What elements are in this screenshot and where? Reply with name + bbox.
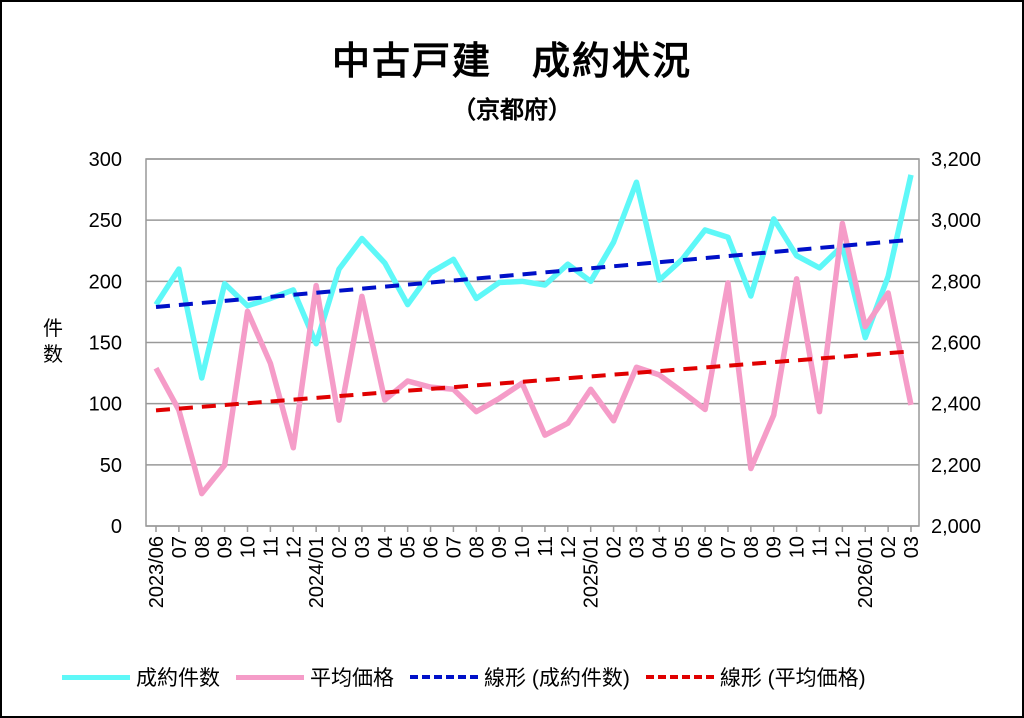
legend-item: 成約件数 [62, 662, 220, 692]
y-tick-label: 200 [89, 271, 122, 293]
chart-subtitle: （京都府） [452, 97, 572, 124]
y2-tick-label: 3,000 [931, 210, 981, 232]
x-tick-label: 12 [832, 536, 854, 558]
legend-swatch [410, 675, 478, 679]
x-tick-label: 07 [169, 536, 191, 558]
x-tick-label: 06 [421, 536, 443, 558]
x-tick-label: 02 [604, 536, 626, 558]
y2-tick-label: 2,800 [931, 271, 981, 293]
legend-item: 線形 (平均価格) [645, 662, 866, 692]
series-line-2 [155, 237, 912, 310]
x-tick-label: 12 [558, 536, 580, 558]
series-line-3 [155, 349, 912, 413]
x-tick-label: 05 [398, 536, 420, 558]
y2-tick-label: 2,600 [931, 333, 981, 355]
legend-item: 平均価格 [236, 662, 394, 692]
x-tick-label: 10 [238, 536, 260, 558]
series-line-1 [153, 220, 914, 497]
y-tick-label: 100 [89, 394, 122, 416]
legend-swatch [236, 674, 304, 680]
legend-label: 線形 (平均価格) [719, 667, 866, 690]
y-tick-label: 150 [89, 333, 122, 355]
y2-tick-label: 2,200 [931, 455, 981, 477]
x-tick-label: 06 [695, 536, 717, 558]
x-tick-label: 03 [901, 536, 923, 558]
legend-label: 成約件数 [136, 667, 220, 690]
x-tick-label: 2023/06 [146, 536, 168, 608]
y2-tick-label: 2,000 [931, 516, 981, 538]
x-tick-label: 07 [718, 536, 740, 558]
x-tick-label: 07 [443, 536, 465, 558]
x-tick-label: 09 [489, 536, 511, 558]
x-tick-label: 10 [787, 536, 809, 558]
x-tick-label: 05 [672, 536, 694, 558]
x-tick-label: 11 [535, 536, 557, 557]
y2-tick-label: 3,200 [931, 149, 981, 171]
y-tick-label: 250 [89, 210, 122, 232]
x-tick-label: 08 [466, 536, 488, 558]
legend-label: 平均価格 [310, 667, 394, 690]
x-tick-label: 03 [352, 536, 374, 558]
x-tick-label: 02 [878, 536, 900, 558]
x-tick-label: 2025/01 [581, 536, 603, 608]
chart-title: 中古戸建 成約状況 [331, 41, 692, 83]
x-tick-label: 11 [260, 536, 282, 557]
x-tick-label: 04 [649, 536, 671, 558]
y-axis-label: 件数 [43, 318, 63, 366]
x-tick-label: 12 [283, 536, 305, 558]
x-tick-label: 09 [764, 536, 786, 558]
x-tick-label: 04 [375, 536, 397, 558]
y2-tick-label: 2,400 [931, 394, 981, 416]
x-tick-label: 08 [741, 536, 763, 558]
x-tick-label: 09 [215, 536, 237, 558]
y-tick-label: 50 [100, 455, 122, 477]
legend-item: 線形 (成約件数) [410, 662, 630, 692]
legend-swatch [62, 674, 130, 680]
y-tick-label: 300 [89, 149, 122, 171]
x-tick-label: 2026/01 [855, 536, 877, 608]
plot-area-border [145, 158, 920, 527]
x-tick-label: 10 [512, 536, 534, 558]
x-tick-label: 2024/01 [306, 536, 328, 608]
x-tick-label: 08 [192, 536, 214, 558]
y-tick-label: 0 [111, 516, 122, 538]
x-tick-label: 03 [626, 536, 648, 558]
legend-swatch [645, 675, 714, 679]
legend-label: 線形 (成約件数) [484, 667, 630, 690]
x-tick-label: 11 [809, 536, 831, 557]
legend: 成約件数 平均価格 線形 (成約件数) 線形 (平均価格) [62, 662, 882, 692]
x-tick-label: 02 [329, 536, 351, 558]
